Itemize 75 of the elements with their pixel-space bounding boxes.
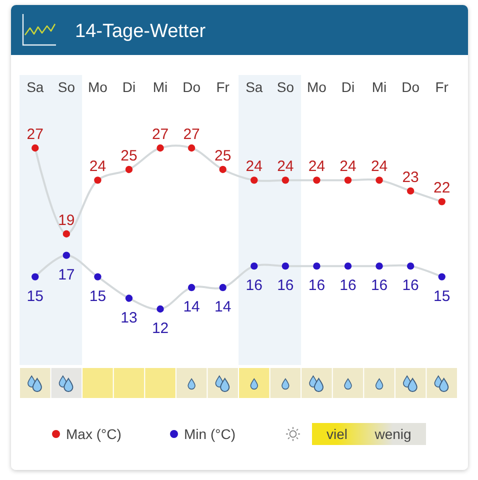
x-tick-label: Di bbox=[122, 78, 136, 95]
data-label: 24 bbox=[340, 158, 356, 176]
point bbox=[250, 176, 258, 184]
data-label: 13 bbox=[120, 309, 138, 326]
data-label: 16 bbox=[340, 277, 356, 294]
point bbox=[62, 252, 70, 259]
point bbox=[156, 144, 164, 152]
legend-label: Max (°C) bbox=[66, 426, 122, 442]
data-label: 27 bbox=[26, 126, 44, 143]
point bbox=[313, 262, 320, 270]
x-tick-label: So bbox=[276, 78, 294, 95]
point bbox=[94, 176, 102, 184]
data-label: 15 bbox=[434, 288, 450, 305]
x-tick-label: Do bbox=[182, 78, 201, 95]
x-tick-label: Mo bbox=[88, 78, 108, 95]
data-label: 24 bbox=[89, 158, 106, 176]
point bbox=[406, 262, 414, 270]
x-tick-label: Sa bbox=[246, 78, 263, 95]
point bbox=[376, 176, 383, 184]
text: viel bbox=[326, 426, 348, 442]
data-label: 22 bbox=[434, 180, 450, 197]
data-label: 17 bbox=[58, 266, 75, 284]
data-label: 16 bbox=[402, 277, 419, 294]
point bbox=[188, 144, 196, 152]
point bbox=[438, 273, 446, 280]
point bbox=[62, 230, 70, 238]
point bbox=[282, 262, 290, 270]
data-label: 24 bbox=[246, 158, 262, 176]
x-tick-label: Di bbox=[341, 78, 355, 95]
point bbox=[156, 305, 164, 313]
x-tick-label: Mi bbox=[372, 78, 387, 95]
point bbox=[125, 166, 133, 174]
data-label: 15 bbox=[89, 288, 106, 305]
data-label: 25 bbox=[214, 147, 232, 164]
point bbox=[125, 294, 133, 302]
data-label: 12 bbox=[152, 320, 169, 337]
point bbox=[32, 273, 39, 280]
x-tick-label: Do bbox=[402, 78, 420, 95]
text: wenig bbox=[374, 426, 412, 442]
x-tick-label: Fr bbox=[216, 78, 230, 95]
point bbox=[344, 176, 352, 184]
chart-title: 14-Tage-Wetter bbox=[75, 21, 206, 42]
data-label: 19 bbox=[58, 212, 75, 229]
point bbox=[376, 262, 383, 270]
x-tick-label: Mi bbox=[152, 78, 168, 95]
data-label: 23 bbox=[402, 168, 419, 186]
data-label: 27 bbox=[152, 126, 169, 143]
data-label: 24 bbox=[370, 158, 388, 176]
point bbox=[32, 144, 39, 152]
data-label: 14 bbox=[183, 298, 200, 316]
x-tick-label: Mo bbox=[306, 78, 327, 95]
point bbox=[344, 262, 352, 270]
point bbox=[219, 284, 226, 292]
data-label: 24 bbox=[308, 158, 326, 176]
data-label: 15 bbox=[26, 288, 44, 305]
x-tick-label: Sa bbox=[26, 78, 44, 95]
legend-label: Min (°C) bbox=[184, 426, 236, 442]
data-label: 25 bbox=[120, 147, 138, 164]
data-label: 16 bbox=[370, 277, 388, 294]
data-label: 16 bbox=[277, 277, 294, 294]
point bbox=[219, 166, 226, 174]
point bbox=[438, 198, 446, 206]
data-label: 16 bbox=[308, 277, 326, 294]
x-tick-label: Fr bbox=[435, 78, 449, 95]
x-tick-label: So bbox=[58, 78, 76, 95]
data-label: 14 bbox=[214, 298, 232, 316]
data-label: 16 bbox=[246, 277, 262, 294]
point bbox=[94, 273, 102, 280]
data-label: 27 bbox=[183, 126, 200, 143]
point bbox=[406, 187, 414, 195]
point bbox=[250, 262, 258, 270]
point bbox=[188, 284, 196, 292]
point bbox=[282, 176, 290, 184]
data-label: 24 bbox=[277, 158, 294, 176]
point bbox=[313, 176, 320, 184]
